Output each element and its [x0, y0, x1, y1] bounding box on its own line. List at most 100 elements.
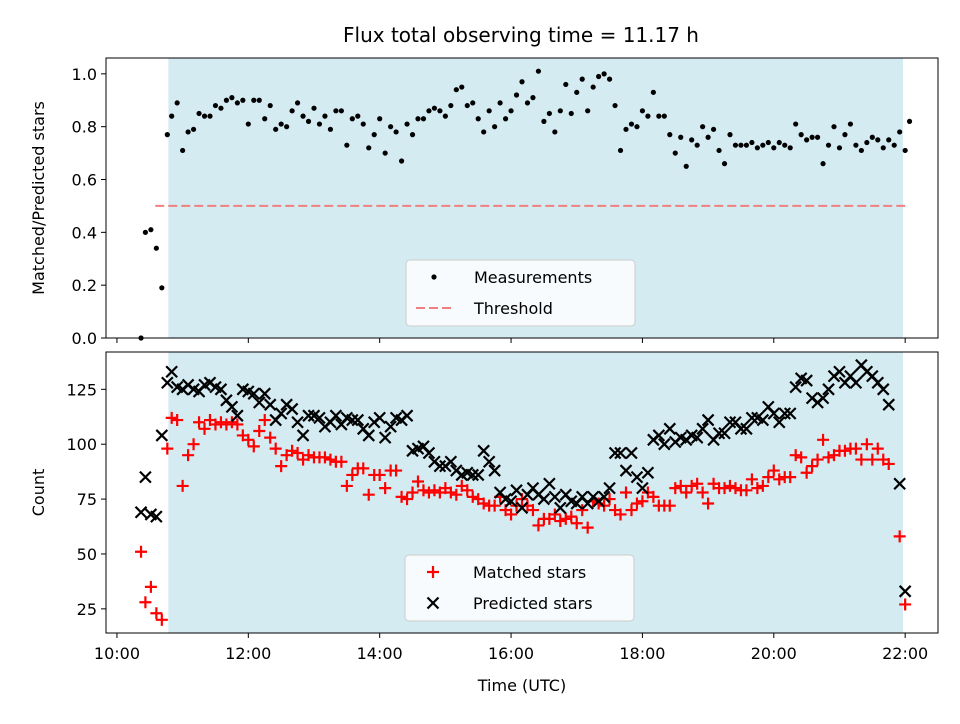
x-tick-label: 14:00 — [357, 644, 403, 663]
measurement-point — [628, 121, 635, 127]
matched-star-point — [401, 493, 414, 506]
matched-star-point — [258, 414, 271, 427]
matched-star-point — [806, 460, 819, 473]
predicted-star-point — [247, 387, 261, 400]
predicted-star-point — [537, 492, 551, 506]
matched-star-point — [620, 486, 632, 499]
predicted-star-point — [876, 383, 890, 396]
measurement-point — [612, 102, 618, 109]
predicted-star-point — [882, 398, 896, 411]
measurement-point — [601, 71, 607, 77]
predicted-star-point — [384, 420, 397, 433]
measurement-point — [382, 150, 388, 156]
matched-star-point — [773, 473, 786, 486]
predicted-star-point — [800, 374, 813, 387]
matched-star-point — [669, 482, 682, 495]
matched-star-point — [225, 416, 238, 429]
matched-star-point — [724, 479, 736, 492]
measurement-point — [875, 137, 881, 143]
matched-star-point — [636, 495, 649, 508]
measurement-point — [448, 102, 454, 109]
matched-star-point — [357, 462, 370, 475]
predicted-star-point — [225, 400, 239, 414]
matched-star-point — [193, 416, 206, 429]
matched-star-point — [849, 442, 862, 455]
measurement-point — [262, 116, 268, 122]
y-tick-label: 0.6 — [72, 171, 97, 190]
predicted-star-point — [263, 398, 277, 411]
matched-star-point — [576, 504, 589, 517]
matched-star-point — [532, 519, 545, 532]
matched-star-point — [461, 484, 474, 497]
predicted-star-point — [165, 365, 178, 379]
measurement-point — [267, 102, 273, 109]
measurement-point — [486, 108, 492, 114]
predicted-star-point — [625, 446, 638, 460]
matched-star-point — [417, 484, 430, 497]
measurement-point — [256, 97, 262, 103]
matched-star-point — [526, 504, 539, 517]
measurement-point — [891, 142, 897, 148]
measurement-point — [431, 105, 438, 111]
measurement-point — [596, 73, 602, 80]
predicted-star-point — [161, 376, 174, 390]
matched-star-point — [220, 418, 233, 431]
predicted-star-point — [690, 431, 704, 444]
measurement-point — [683, 163, 689, 169]
measurement-point — [398, 158, 405, 164]
matched-star-point — [335, 455, 348, 468]
predicted-star-point — [822, 383, 835, 396]
measurement-point — [645, 113, 651, 119]
measurement-point — [771, 145, 777, 151]
matched-star-point — [581, 521, 594, 534]
legend-predicted-marker — [426, 596, 440, 610]
predicted-star-point — [444, 455, 458, 469]
predicted-star-point — [422, 446, 436, 460]
legend-measurement-marker — [431, 274, 437, 280]
matched-star-point — [685, 479, 698, 492]
predicted-star-point — [488, 464, 501, 477]
measurement-point — [634, 124, 640, 130]
measurement-point — [404, 121, 410, 127]
matched-star-point — [630, 497, 643, 510]
matched-star-point — [139, 596, 152, 609]
measurement-point — [672, 150, 678, 156]
predicted-star-point — [362, 429, 376, 442]
predicted-star-point — [756, 413, 770, 427]
matched-star-point — [373, 468, 386, 481]
matched-star-point — [789, 449, 802, 462]
measurement-point — [853, 142, 859, 148]
measurement-point — [349, 116, 355, 122]
predicted-star-point — [745, 411, 759, 425]
y-tick-label: 25 — [77, 600, 97, 619]
measurement-point — [164, 132, 170, 138]
matched-star-point — [647, 490, 660, 503]
measurement-point — [667, 132, 673, 138]
measurement-point — [880, 145, 886, 151]
axes-frame — [105, 351, 939, 634]
matched-star-point — [729, 482, 742, 495]
measurement-point — [749, 139, 755, 146]
predicted-star-point — [504, 495, 518, 508]
matched-star-point — [422, 486, 435, 499]
predicted-star-point — [614, 446, 627, 460]
matched-star-point — [663, 499, 676, 512]
measurement-point — [639, 108, 646, 114]
x-tick-label: 22:00 — [882, 644, 928, 663]
measurement-point — [574, 89, 580, 95]
matched-star-point — [702, 497, 715, 510]
bottom-panel: 25 50 75 100 125 10:00 12:00 14:00 16:00 18:00 20:… — [29, 351, 939, 695]
measurement-point — [415, 116, 421, 122]
measurement-point — [294, 100, 301, 106]
matched-star-point — [286, 444, 299, 457]
measurement-point — [240, 97, 246, 103]
predicted-star-point — [898, 585, 912, 598]
measurement-point — [169, 113, 175, 119]
matched-star-point — [625, 504, 638, 517]
chart-title: Flux total observing time = 11.17 h — [343, 23, 699, 47]
matched-star-point — [680, 486, 693, 499]
matched-star-point — [800, 466, 813, 479]
measurement-point — [557, 108, 563, 114]
measurement-point — [229, 95, 235, 101]
